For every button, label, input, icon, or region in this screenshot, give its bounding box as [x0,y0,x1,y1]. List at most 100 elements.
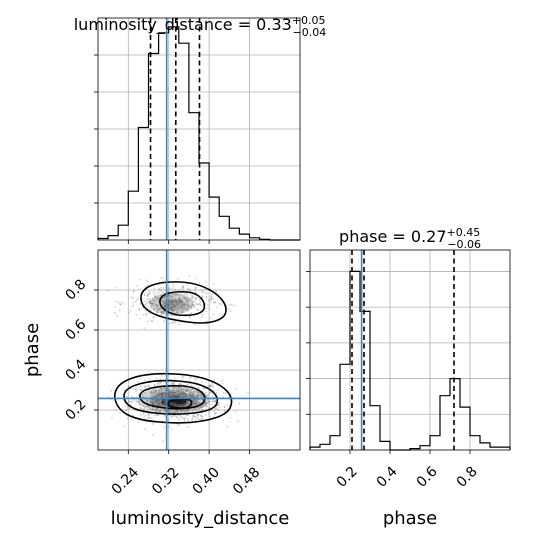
scatter-point [147,301,150,304]
scatter-point [170,301,172,304]
scatter-point [177,390,180,393]
scatter-point [173,410,175,413]
scatter-point [213,412,216,415]
scatter-point [161,401,164,403]
scatter-point [158,413,160,416]
scatter-point [195,403,198,405]
x-tick-label: 0.24 [109,464,142,497]
scatter-point [174,394,177,397]
scatter-point [178,389,181,392]
scatter-point [119,303,122,306]
scatter-point [162,297,165,299]
scatter-point [157,291,160,294]
scatter-point [210,317,212,320]
scatter-point [194,409,197,412]
scatter-point [163,410,166,413]
scatter-point [151,297,154,299]
scatter-point [233,304,236,307]
scatter-point [186,300,189,303]
scatter-point [170,415,173,418]
scatter-point [176,394,178,397]
scatter-point [158,289,161,291]
scatter-point [169,294,172,297]
scatter-point [143,300,146,303]
scatter-point [157,393,160,396]
scatter-point [188,305,191,308]
scatter-point [174,304,176,307]
scatter-point [184,404,187,406]
scatter-point [182,395,185,397]
scatter-point [199,394,202,397]
scatter-point [200,288,203,291]
scatter-point [181,301,184,303]
scatter-point [130,418,133,421]
scatter-point [178,388,181,391]
scatter-point [226,404,229,406]
scatter-point [192,304,195,306]
scatter-point [125,410,127,412]
scatter-point [161,375,163,377]
scatter-point [168,390,171,393]
scatter-point [197,395,200,398]
scatter-point [158,404,161,407]
scatter-point [175,409,178,412]
scatter-point [147,312,150,314]
scatter-point [210,383,212,386]
scatter-point [193,323,196,326]
scatter-point [177,389,180,392]
scatter-point [187,408,190,411]
scatter-point [178,394,180,397]
scatter-point [136,400,139,403]
scatter-point [184,297,186,300]
scatter-point [161,300,164,303]
scatter-point [171,395,174,398]
scatter-point [154,389,157,392]
scatter-point [199,406,202,409]
scatter-point [186,389,189,392]
scatter-point [208,411,210,413]
scatter-point [157,297,159,300]
scatter-point [205,307,208,310]
scatter-point [204,402,207,405]
scatter-point [212,297,215,300]
scatter-point [180,416,183,419]
scatter-point [157,382,159,385]
scatter-point [169,401,172,404]
scatter-point [140,385,143,388]
scatter-point [182,388,185,391]
scatter-point [204,394,207,397]
scatter-point [153,395,155,398]
scatter-point [155,305,158,308]
scatter-point [210,297,213,300]
scatter-point [208,415,211,418]
scatter-point [164,387,166,390]
scatter-point [138,400,140,403]
scatter-point [186,389,188,391]
scatter-point [178,298,181,301]
scatter-point [157,399,160,402]
scatter-point [171,287,174,289]
x-tick-label: 0.48 [230,464,263,497]
scatter-point [151,394,154,396]
scatter-point [150,305,153,307]
scatter-point [137,420,140,423]
scatter-point [199,402,201,404]
scatter-point [153,299,156,302]
scatter-point [189,394,192,397]
scatter-point [170,409,173,411]
scatter-point [204,387,206,390]
scatter-point [196,400,198,402]
scatter-point [188,388,191,391]
scatter-point [132,290,135,293]
scatter-point [147,294,149,297]
scatter-point [198,409,201,412]
scatter-point [176,311,179,313]
scatter-point [177,390,180,393]
scatter-point [168,393,171,395]
scatter-point [156,414,159,416]
scatter-point [185,400,188,402]
scatter-point [171,321,174,323]
scatter-point [205,310,208,313]
scatter-point [164,381,167,383]
